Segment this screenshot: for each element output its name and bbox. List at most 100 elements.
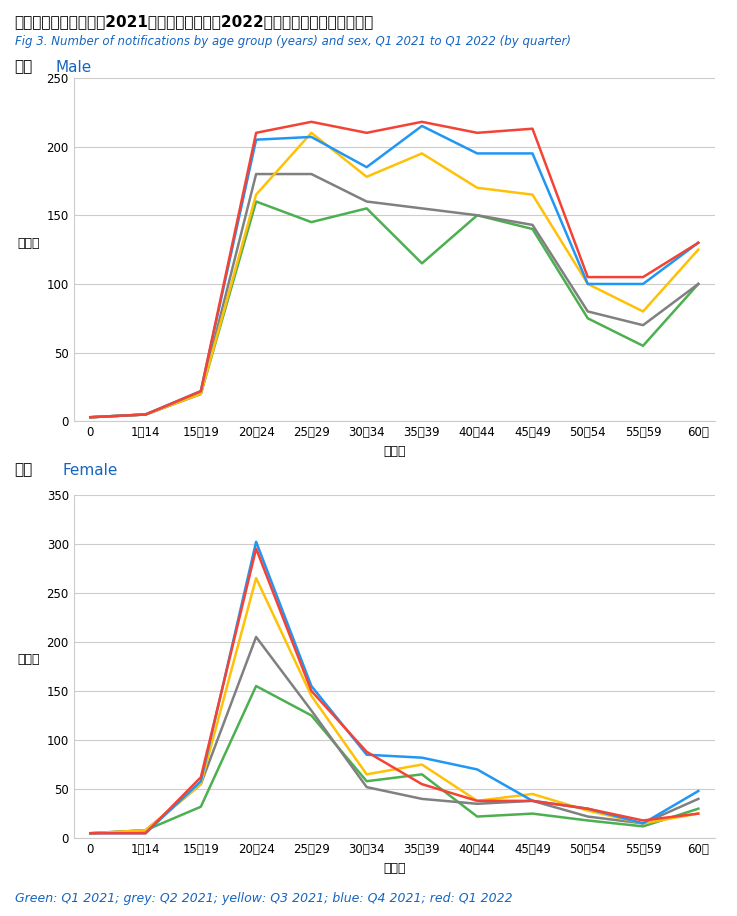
2021年第3四半期 (251, 572, 260, 583)
2021年第1四半期 (694, 278, 702, 289)
2022年第1四半期 (307, 685, 315, 696)
2021年第1四半期 (362, 776, 371, 787)
2021年第2四半期 (141, 409, 150, 420)
2022年第1四半期 (694, 237, 702, 248)
2021年第2四半期 (307, 705, 315, 716)
2021年第4四半期 (473, 148, 482, 159)
2022年第1四半期 (85, 412, 94, 423)
2021年第2四半期 (583, 306, 592, 317)
Text: Fig 3. Number of notifications by age group (years) and sex, Q1 2021 to Q1 2022 : Fig 3. Number of notifications by age gr… (15, 35, 570, 48)
2021年第4四半期 (251, 135, 260, 146)
2021年第2四半期 (473, 210, 482, 221)
Text: 図３．性別年齢分布：2021年第１四半期から2022年第１四半期（四半期毎）: 図３．性別年齢分布：2021年第１四半期から2022年第１四半期（四半期毎） (15, 14, 374, 28)
Text: Green: Q1 2021; grey: Q2 2021; yellow: Q3 2021; blue: Q4 2021; red: Q1 2022: Green: Q1 2021; grey: Q2 2021; yellow: Q… (15, 892, 512, 905)
2021年第1四半期 (638, 340, 647, 351)
Legend: 2021年第1四半期, 2021年第2四半期, 2021年第3四半期, 2021年第4四半期, 2022年第1四半期: 2021年第1四半期, 2021年第2四半期, 2021年第3四半期, 2021… (214, 518, 575, 560)
Text: Male: Male (55, 60, 91, 74)
Line: 2021年第3四半期: 2021年第3四半期 (90, 133, 698, 418)
2021年第4四半期 (196, 776, 205, 787)
2021年第4四半期 (196, 386, 205, 397)
2022年第1四半期 (583, 803, 592, 814)
2021年第3四半期 (362, 769, 371, 780)
2021年第3四半期 (196, 779, 205, 790)
2021年第2四半期 (251, 169, 260, 180)
2021年第3四半期 (638, 818, 647, 829)
2022年第1四半期 (251, 127, 260, 138)
2021年第2四半期 (362, 781, 371, 792)
Line: 2021年第1四半期: 2021年第1四半期 (90, 202, 698, 418)
2022年第1四半期 (528, 124, 537, 135)
2021年第1四半期 (694, 803, 702, 814)
2021年第3四半期 (141, 824, 150, 835)
2021年第3四半期 (583, 278, 592, 289)
2022年第1四半期 (528, 795, 537, 806)
2021年第2四半期 (473, 798, 482, 810)
2021年第4四半期 (638, 818, 647, 829)
2021年第3四半期 (583, 805, 592, 816)
2021年第4四半期 (307, 132, 315, 143)
2021年第3四半期 (251, 190, 260, 201)
2021年第4四半期 (85, 828, 94, 839)
2022年第1四半期 (307, 116, 315, 127)
Line: 2021年第1四半期: 2021年第1四半期 (90, 686, 698, 834)
2021年第2四半期 (638, 818, 647, 829)
2022年第1四半期 (583, 271, 592, 282)
2021年第2四半期 (528, 219, 537, 230)
2022年第1四半期 (196, 772, 205, 783)
2021年第3四半期 (85, 828, 94, 839)
2021年第2四半期 (251, 631, 260, 642)
2021年第4四半期 (251, 536, 260, 547)
2021年第1四半期 (307, 217, 315, 228)
2021年第2四半期 (362, 196, 371, 207)
2021年第1四半期 (473, 210, 482, 221)
2021年第2四半期 (417, 793, 426, 804)
2021年第1四半期 (583, 815, 592, 826)
2021年第3四半期 (473, 182, 482, 193)
2021年第3四半期 (694, 244, 702, 255)
X-axis label: 年齢群: 年齢群 (383, 862, 405, 875)
2022年第1四半期 (85, 828, 94, 839)
Text: 男性: 男性 (15, 60, 33, 74)
Text: 女性: 女性 (15, 463, 33, 477)
2021年第3四半期 (307, 127, 315, 138)
2021年第1四半期 (141, 824, 150, 835)
2021年第3四半期 (307, 691, 315, 702)
2021年第2四半期 (638, 320, 647, 331)
2022年第1四半期 (417, 779, 426, 790)
2021年第1四半期 (196, 802, 205, 812)
2021年第4四半期 (638, 278, 647, 289)
2021年第4四半期 (528, 148, 537, 159)
2021年第1四半期 (251, 681, 260, 692)
Line: 2021年第4四半期: 2021年第4四半期 (90, 541, 698, 834)
2021年第4四半期 (583, 278, 592, 289)
2021年第3四半期 (196, 388, 205, 399)
2021年第4四半期 (528, 795, 537, 806)
2021年第3四半期 (694, 808, 702, 819)
2021年第1四半期 (362, 203, 371, 214)
2022年第1四半期 (141, 828, 150, 839)
2021年第1四半期 (528, 808, 537, 819)
2021年第1四半期 (141, 409, 150, 420)
2021年第1四半期 (196, 388, 205, 399)
Y-axis label: 届出数: 届出数 (18, 236, 40, 250)
2022年第1四半期 (251, 543, 260, 554)
2021年第1四半期 (307, 710, 315, 721)
2021年第3四半期 (362, 171, 371, 182)
2022年第1四半期 (473, 795, 482, 806)
2021年第3四半期 (638, 306, 647, 317)
2022年第1四半期 (196, 386, 205, 397)
2021年第4四半期 (583, 803, 592, 814)
2021年第3四半期 (528, 190, 537, 201)
2022年第1四半期 (417, 116, 426, 127)
2021年第2四半期 (141, 824, 150, 835)
2021年第2四半期 (417, 203, 426, 214)
2021年第4四半期 (85, 412, 94, 423)
2022年第1四半期 (694, 808, 702, 819)
2021年第3四半期 (141, 409, 150, 420)
2021年第4四半期 (417, 121, 426, 132)
2021年第3四半期 (85, 412, 94, 423)
2021年第2四半期 (528, 795, 537, 806)
2022年第1四半期 (141, 409, 150, 420)
2021年第2四半期 (694, 278, 702, 289)
2021年第1四半期 (528, 224, 537, 234)
